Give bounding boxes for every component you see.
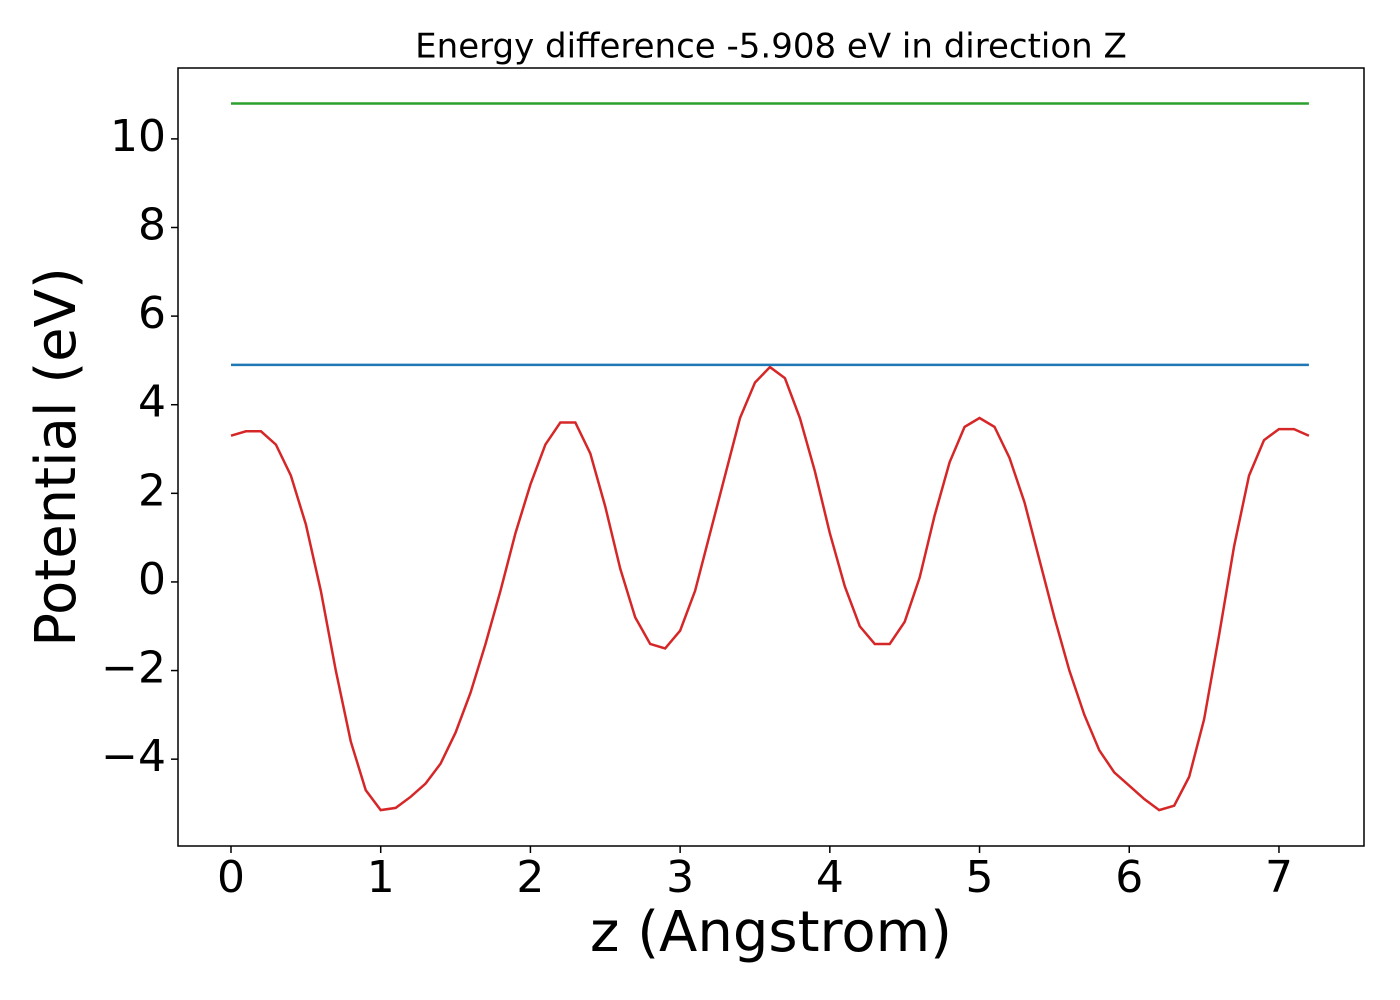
y-tick-label: 0 — [138, 554, 166, 605]
chart-title: Energy difference -5.908 eV in direction… — [415, 27, 1127, 67]
y-tick-label: 2 — [138, 465, 166, 516]
plot-frame — [177, 67, 1365, 847]
x-tick-label: 7 — [1265, 852, 1293, 903]
y-tick-label: 10 — [110, 111, 166, 162]
y-tick-label: −4 — [101, 731, 166, 782]
y-tick-label: 6 — [138, 288, 166, 339]
y-tick-label: −2 — [101, 643, 166, 694]
x-tick-label: 1 — [367, 852, 395, 903]
x-tick-label: 3 — [666, 852, 694, 903]
data-line — [230, 365, 1310, 812]
y-axis-label: Potential (eV) — [24, 267, 89, 647]
x-tick-label: 6 — [1115, 852, 1143, 903]
x-axis-label: z (Angstrom) — [590, 900, 952, 965]
x-tick-label: 5 — [966, 852, 994, 903]
x-tick-label: 0 — [217, 852, 245, 903]
x-tick-label: 4 — [816, 852, 844, 903]
y-tick-label: 8 — [138, 199, 166, 250]
y-tick-label: 4 — [138, 377, 166, 428]
x-tick-label: 2 — [516, 852, 544, 903]
